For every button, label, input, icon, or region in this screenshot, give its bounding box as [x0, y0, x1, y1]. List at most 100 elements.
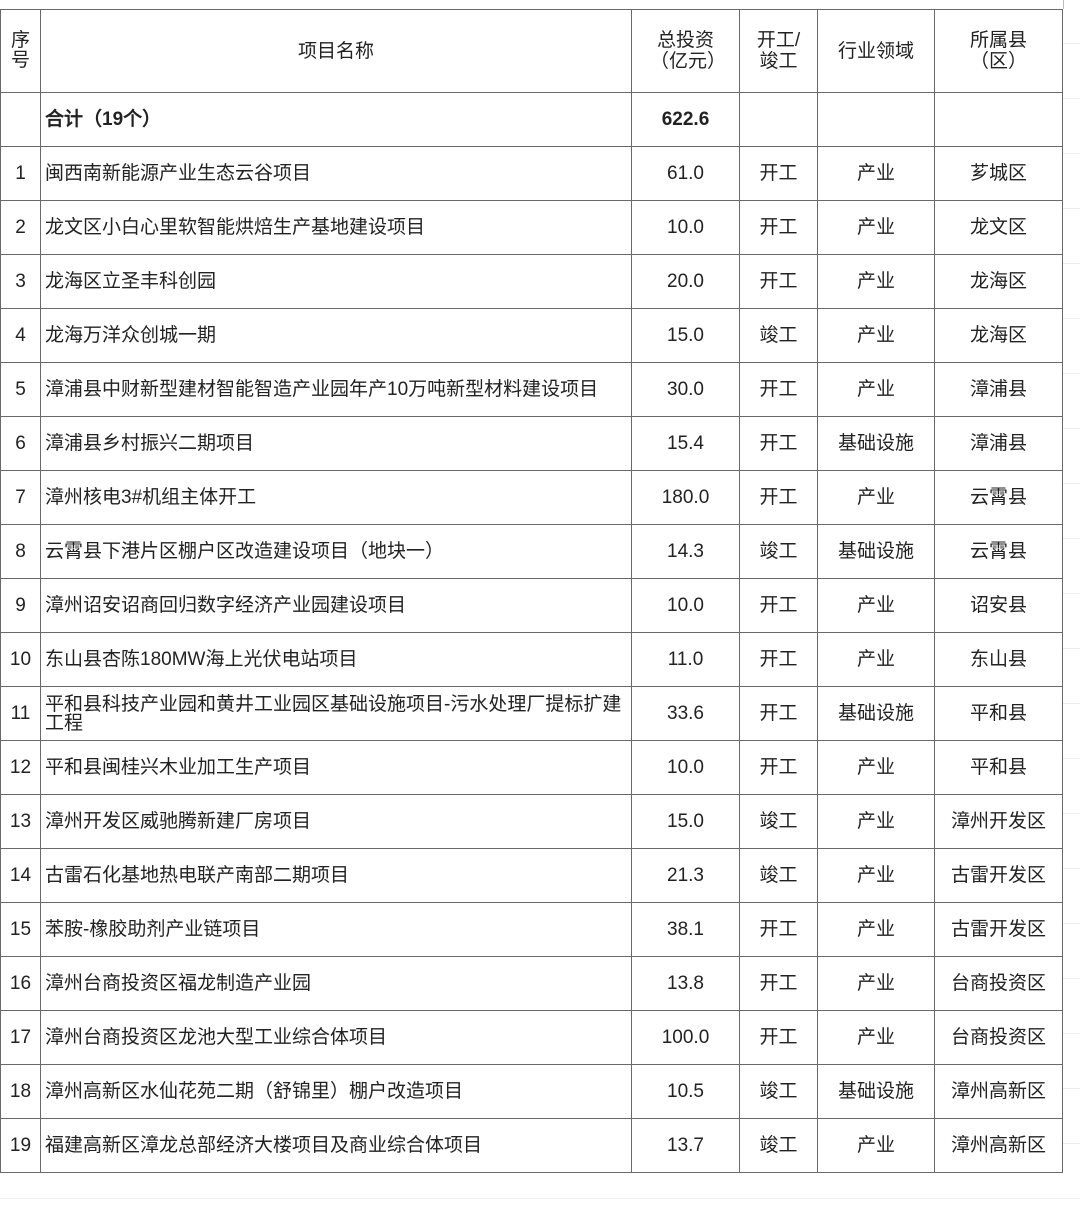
cell-county: 漳州高新区	[934, 1118, 1063, 1173]
table-row: 13 漳州开发区威驰腾新建厂房项目 15.0 竣工 产业 漳州开发区	[0, 794, 1063, 849]
table-row: 11 平和县科技产业园和黄井工业园区基础设施项目-污水处理厂提标扩建工程 33.6 开…	[0, 686, 1063, 741]
cell-county: 漳州高新区	[934, 1064, 1063, 1119]
cell-sector: 产业	[817, 254, 935, 309]
cell-sector: 产业	[817, 578, 935, 633]
cell-status: 开工	[739, 362, 818, 417]
table-row: 1 闽西南新能源产业生态云谷项目 61.0 开工 产业 芗城区	[0, 146, 1063, 201]
table-row: 10 东山县杏陈180MW海上光伏电站项目 11.0 开工 产业 东山县	[0, 632, 1063, 687]
cell-county: 云霄县	[934, 470, 1063, 525]
cell-investment: 10.5	[631, 1064, 740, 1119]
cell-county: 平和县	[934, 740, 1063, 795]
cell-name: 古雷石化基地热电联产南部二期项目	[40, 848, 632, 903]
cell-status: 竣工	[739, 794, 818, 849]
total-investment: 622.6	[631, 92, 740, 147]
cell-name: 漳浦县中财新型建材智能智造产业园年产10万吨新型材料建设项目	[40, 362, 632, 417]
cell-seq: 12	[0, 740, 41, 795]
table-row: 6 漳浦县乡村振兴二期项目 15.4 开工 基础设施 漳浦县	[0, 416, 1063, 471]
cell-investment: 14.3	[631, 524, 740, 579]
cell-status: 开工	[739, 146, 818, 201]
total-county	[934, 92, 1063, 147]
header-seq: 序号	[0, 9, 41, 93]
cell-seq: 2	[0, 200, 41, 255]
cell-seq: 4	[0, 308, 41, 363]
cell-investment: 15.0	[631, 794, 740, 849]
cell-status: 竣工	[739, 524, 818, 579]
cell-county: 龙文区	[934, 200, 1063, 255]
cell-sector: 产业	[817, 956, 935, 1011]
cell-investment: 100.0	[631, 1010, 740, 1065]
cell-investment: 13.8	[631, 956, 740, 1011]
total-row: 合计（19个） 622.6	[0, 92, 1063, 147]
cell-name: 漳州开发区威驰腾新建厂房项目	[40, 794, 632, 849]
cell-county: 诏安县	[934, 578, 1063, 633]
cell-investment: 38.1	[631, 902, 740, 957]
table-row: 12 平和县闽桂兴木业加工生产项目 10.0 开工 产业 平和县	[0, 740, 1063, 795]
cell-sector: 产业	[817, 740, 935, 795]
cell-name: 漳州台商投资区龙池大型工业综合体项目	[40, 1010, 632, 1065]
cell-name: 福建高新区漳龙总部经济大楼项目及商业综合体项目	[40, 1118, 632, 1173]
cell-name: 平和县科技产业园和黄井工业园区基础设施项目-污水处理厂提标扩建工程	[40, 686, 632, 741]
cell-seq: 13	[0, 794, 41, 849]
sheet-top-area	[0, 0, 1064, 9]
cell-sector: 基础设施	[817, 686, 935, 741]
cell-seq: 16	[0, 956, 41, 1011]
cell-status: 开工	[739, 416, 818, 471]
table-row: 17 漳州台商投资区龙池大型工业综合体项目 100.0 开工 产业 台商投资区	[0, 1010, 1063, 1065]
cell-seq: 11	[0, 686, 41, 741]
table-row: 18 漳州高新区水仙花苑二期（舒锦里）棚户改造项目 10.5 竣工 基础设施 漳州高新区	[0, 1064, 1063, 1119]
cell-name: 东山县杏陈180MW海上光伏电站项目	[40, 632, 632, 687]
cell-name: 漳州高新区水仙花苑二期（舒锦里）棚户改造项目	[40, 1064, 632, 1119]
cell-sector: 产业	[817, 902, 935, 957]
cell-seq: 9	[0, 578, 41, 633]
cell-sector: 产业	[817, 1010, 935, 1065]
total-status	[739, 92, 818, 147]
cell-county: 台商投资区	[934, 956, 1063, 1011]
cell-name: 平和县闽桂兴木业加工生产项目	[40, 740, 632, 795]
cell-county: 漳浦县	[934, 362, 1063, 417]
cell-name: 漳州诏安诏商回归数字经济产业园建设项目	[40, 578, 632, 633]
cell-name: 龙海万洋众创城一期	[40, 308, 632, 363]
cell-sector: 产业	[817, 470, 935, 525]
cell-sector: 产业	[817, 794, 935, 849]
total-label: 合计（19个）	[40, 92, 632, 147]
cell-investment: 61.0	[631, 146, 740, 201]
cell-investment: 11.0	[631, 632, 740, 687]
cell-sector: 产业	[817, 848, 935, 903]
cell-seq: 14	[0, 848, 41, 903]
cell-name: 闽西南新能源产业生态云谷项目	[40, 146, 632, 201]
cell-name: 龙文区小白心里软智能烘焙生产基地建设项目	[40, 200, 632, 255]
table-row: 3 龙海区立圣丰科创园 20.0 开工 产业 龙海区	[0, 254, 1063, 309]
cell-sector: 产业	[817, 200, 935, 255]
cell-investment: 15.0	[631, 308, 740, 363]
cell-status: 开工	[739, 470, 818, 525]
cell-sector: 基础设施	[817, 1064, 935, 1119]
cell-seq: 10	[0, 632, 41, 687]
cell-investment: 10.0	[631, 200, 740, 255]
header-status: 开工/竣工	[739, 9, 818, 93]
cell-status: 开工	[739, 254, 818, 309]
cell-sector: 产业	[817, 146, 935, 201]
cell-sector: 产业	[817, 1118, 935, 1173]
header-row: 序号 项目名称 总投资（亿元） 开工/竣工 行业领域 所属县（区）	[0, 9, 1063, 93]
cell-county: 东山县	[934, 632, 1063, 687]
cell-sector: 基础设施	[817, 416, 935, 471]
cell-investment: 10.0	[631, 578, 740, 633]
table-row: 16 漳州台商投资区福龙制造产业园 13.8 开工 产业 台商投资区	[0, 956, 1063, 1011]
cell-investment: 33.6	[631, 686, 740, 741]
cell-investment: 13.7	[631, 1118, 740, 1173]
cell-sector: 产业	[817, 632, 935, 687]
cell-investment: 21.3	[631, 848, 740, 903]
cell-status: 竣工	[739, 1118, 818, 1173]
cell-seq: 1	[0, 146, 41, 201]
cell-status: 开工	[739, 740, 818, 795]
cell-county: 芗城区	[934, 146, 1063, 201]
cell-name: 云霄县下港片区棚户区改造建设项目（地块一）	[40, 524, 632, 579]
cell-county: 古雷开发区	[934, 848, 1063, 903]
cell-county: 古雷开发区	[934, 902, 1063, 957]
table-row: 15 苯胺-橡胶助剂产业链项目 38.1 开工 产业 古雷开发区	[0, 902, 1063, 957]
cell-seq: 6	[0, 416, 41, 471]
project-table: 序号 项目名称 总投资（亿元） 开工/竣工 行业领域 所属县（区） 合计（19个…	[0, 9, 1063, 1173]
cell-status: 开工	[739, 578, 818, 633]
cell-seq: 19	[0, 1118, 41, 1173]
cell-investment: 20.0	[631, 254, 740, 309]
